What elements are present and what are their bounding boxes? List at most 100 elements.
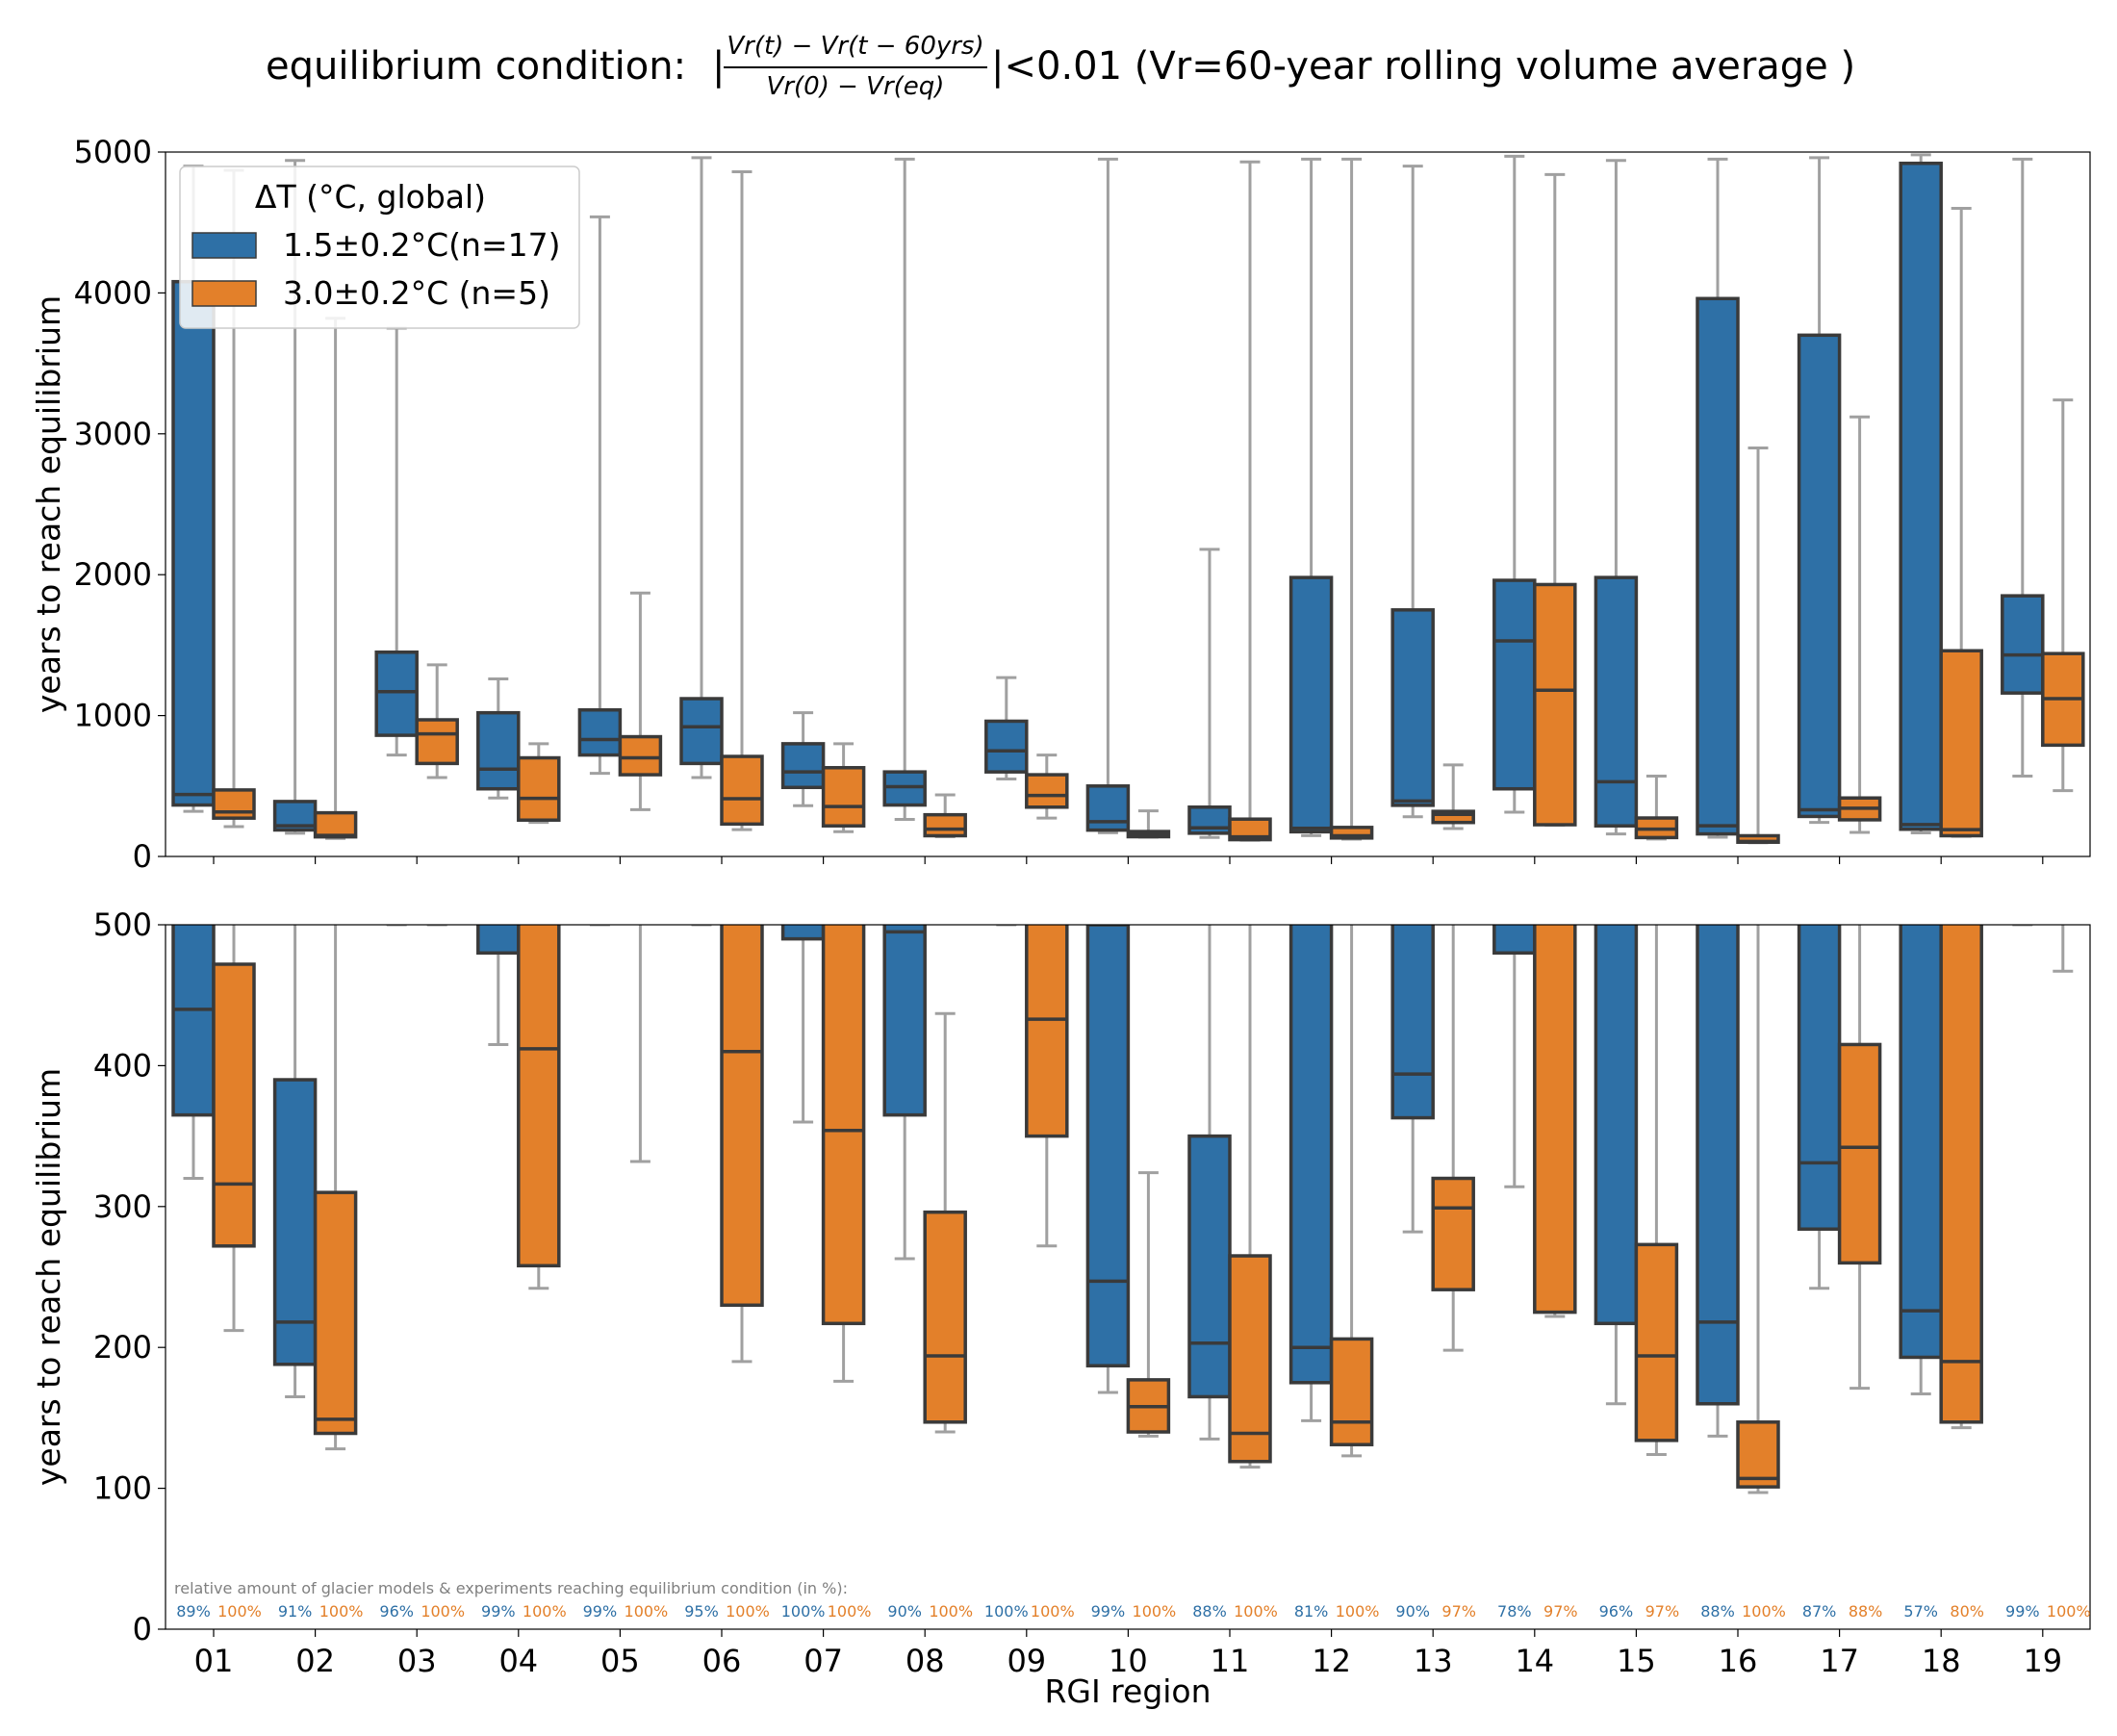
percent-s15-17: 87%: [1802, 1602, 1837, 1621]
percent-s30-04: 100%: [523, 1602, 567, 1621]
box-body: [780, 742, 826, 790]
x-tick-label-04: 04: [498, 1643, 538, 1679]
box-body: [1025, 773, 1069, 809]
percent-s30-03: 100%: [421, 1602, 465, 1621]
percent-s30-07: 100%: [828, 1602, 872, 1621]
x-tick-label-07: 07: [803, 1643, 843, 1679]
box-07-s30: [821, 742, 866, 833]
percent-s15-14: 78%: [1497, 1602, 1532, 1621]
box-body: [1797, 925, 1842, 1231]
box-17-s15: [1797, 156, 1842, 825]
box-06-s30: [720, 925, 764, 1364]
percent-caption: relative amount of glacier models & expe…: [174, 1579, 848, 1597]
box-body: [415, 718, 459, 766]
top-box-marks: [171, 153, 2085, 845]
box-18-s30: [1939, 925, 1983, 1430]
box-body: [1228, 817, 1272, 842]
box-body: [577, 707, 623, 757]
box-body: [984, 719, 1029, 774]
x-tick-label-19: 19: [2023, 1643, 2062, 1679]
x-tick-label-17: 17: [1820, 1643, 1859, 1679]
box-10-s30: [1126, 809, 1171, 839]
box-body: [313, 810, 358, 839]
box-body: [1899, 925, 1943, 1360]
box-13-s30: [1431, 763, 1475, 830]
box-17-s30: [1837, 415, 1882, 834]
x-tick-label-18: 18: [1922, 1643, 1961, 1679]
box-08-s30: [923, 1011, 967, 1434]
box-10-s30: [1126, 1171, 1171, 1438]
box-body: [1899, 161, 1943, 831]
box-10-s15: [1085, 925, 1131, 1394]
box-01-s15: [171, 925, 216, 1181]
box-17-s30: [1837, 925, 1882, 1391]
box-08-s30: [923, 793, 967, 839]
bottom-box-marks: [171, 925, 2074, 1494]
box-body: [1390, 608, 1435, 807]
box-08-s15: [882, 157, 927, 821]
box-17-s15: [1797, 925, 1842, 1290]
bottom-x-ticks: 01 02 03 04 05 06 07 08 09 10 11 12 13 14 15 16 17 18 19: [194, 1629, 2062, 1679]
top-y-axis-label: years to reach equilibrium: [30, 295, 67, 713]
box-03-s30: [415, 663, 459, 779]
top-y-tick-label: 1000: [74, 698, 152, 734]
box-body: [1594, 575, 1639, 828]
percent-s15-04: 99%: [481, 1602, 516, 1621]
box-body: [618, 734, 663, 777]
top-y-ticks: 0 1000 2000 3000 4000 5000: [74, 134, 166, 875]
box-body: [1085, 784, 1131, 832]
percent-s30-17: 88%: [1849, 1602, 1883, 1621]
box-body: [517, 755, 561, 822]
percent-s30-18: 80%: [1950, 1602, 1984, 1621]
chart-title: equilibrium condition: | Vr(t) − Vr(t − …: [266, 32, 1855, 101]
box-06-s15: [679, 156, 724, 779]
box-body: [1431, 1176, 1475, 1291]
box-15-s30: [1634, 925, 1679, 1456]
box-16-s15: [1696, 925, 1740, 1438]
box-14-s15: [1492, 154, 1537, 814]
box-12-s15: [1288, 925, 1334, 1422]
x-tick-label-15: 15: [1617, 1643, 1656, 1679]
bottom-y-tick-label: 500: [93, 906, 152, 943]
bottom-y-axis-label: years to reach equilibrium: [30, 1068, 67, 1486]
box-body: [1939, 649, 1983, 838]
box-body: [517, 925, 561, 1268]
percent-s15-05: 99%: [583, 1602, 618, 1621]
top-y-tick-label: 0: [133, 838, 152, 875]
box-body: [1390, 925, 1435, 1120]
box-18-s15: [1899, 925, 1943, 1396]
box-13-s15: [1390, 925, 1435, 1234]
box-05-s30: [618, 591, 663, 811]
percent-s15-15: 96%: [1599, 1602, 1634, 1621]
x-tick-label-05: 05: [600, 1643, 640, 1679]
percent-s30-01: 100%: [217, 1602, 262, 1621]
top-plot-frame: [165, 151, 2091, 857]
box-body: [1329, 1337, 1374, 1446]
x-tick-label-01: 01: [194, 1643, 234, 1679]
box-09-s15: [984, 676, 1029, 780]
box-body: [1533, 582, 1577, 827]
box-04-s30: [517, 742, 561, 825]
box-body: [313, 1190, 358, 1436]
title-suffix: |<0.01 (Vr=60-year rolling volume averag…: [991, 44, 1855, 89]
box-body: [171, 925, 216, 1117]
percent-s15-09: 100%: [984, 1602, 1029, 1621]
bottom-y-tick-label: 300: [93, 1188, 152, 1225]
box-14-s30: [1533, 172, 1577, 827]
legend-label-15: 1.5±0.2°C(n=17): [283, 226, 560, 264]
box-body: [1492, 578, 1537, 791]
panel-bottom: 0 100 200 300 400 500 01 02 03 04 05 06 07 08 09 10 11 1…: [30, 906, 2091, 1710]
percent-s30-11: 100%: [1234, 1602, 1278, 1621]
bottom-y-tick-label: 100: [93, 1470, 152, 1507]
percent-s15-12: 81%: [1294, 1602, 1329, 1621]
box-16-s15: [1696, 157, 1740, 839]
percent-s30-05: 100%: [625, 1602, 669, 1621]
percent-s30-15: 97%: [1645, 1602, 1680, 1621]
box-body: [882, 770, 927, 807]
box-03-s30: [426, 925, 447, 927]
box-11-s15: [1187, 548, 1232, 839]
box-15-s15: [1594, 159, 1639, 836]
box-05-s30: [629, 925, 650, 1163]
